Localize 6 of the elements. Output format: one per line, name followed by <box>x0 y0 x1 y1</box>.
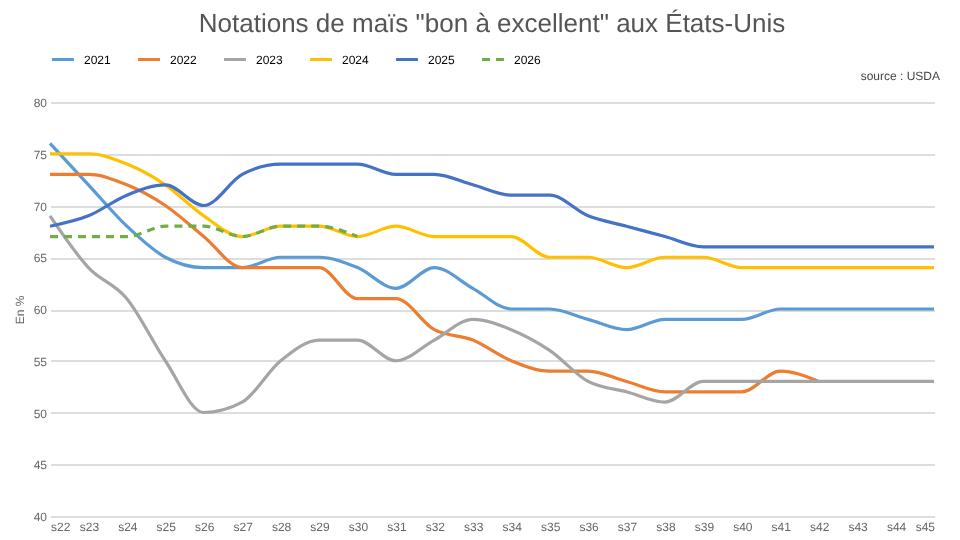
line-series <box>48 141 936 332</box>
line-series <box>48 162 936 249</box>
chart-title: Notations de maïs "bon à excellent" aux États-Unis <box>198 8 787 38</box>
line-series <box>48 214 936 415</box>
line-series <box>48 172 821 394</box>
line-series <box>48 152 936 270</box>
